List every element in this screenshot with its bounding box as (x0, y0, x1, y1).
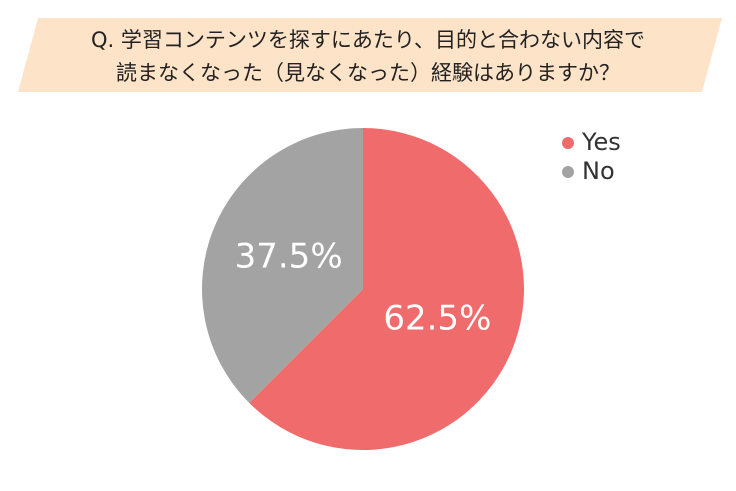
pie-slice (249, 128, 524, 450)
pie-slice (202, 128, 363, 403)
value-label: 37.5% (235, 237, 343, 277)
title-banner (18, 18, 722, 92)
legend-label: No (582, 157, 615, 185)
legend-marker (562, 166, 574, 178)
chart-title: 読まなくなった（見なくなった）経験はありますか？ (116, 61, 620, 85)
chart-title: Q. 学習コンテンツを探すにあたり、目的と合わない内容で (91, 28, 645, 52)
legend-label: Yes (581, 128, 621, 156)
legend-marker (562, 137, 574, 149)
value-label: 62.5% (383, 298, 491, 338)
